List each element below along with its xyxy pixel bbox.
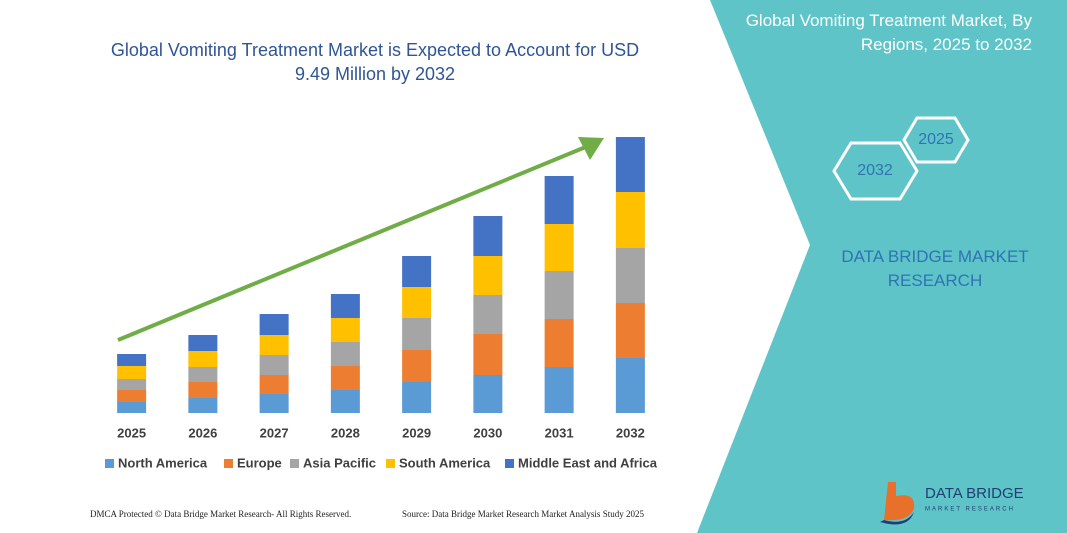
logo-tagline: MARKET RESEARCH: [925, 507, 1015, 513]
bar-segment: [402, 350, 432, 382]
bar-segment: [259, 355, 289, 375]
bar-segment: [330, 318, 360, 342]
legend-swatch: [290, 459, 299, 468]
bar-segment: [117, 366, 147, 379]
bar-segment: [330, 294, 360, 318]
legend-label: Europe: [237, 455, 282, 470]
bar-segment: [615, 192, 645, 248]
logo-name: DATA BRIDGE: [925, 485, 1024, 502]
trend-arrow: [117, 144, 589, 342]
bar-segment: [188, 335, 218, 351]
legend-swatch: [224, 459, 233, 468]
legend-label: North America: [118, 455, 208, 470]
legend-swatch: [505, 459, 514, 468]
bar-segment: [473, 216, 503, 256]
x-tick-label: 2031: [545, 425, 574, 440]
legend-label: South America: [399, 455, 491, 470]
legend-swatch: [386, 459, 395, 468]
bar-segment: [615, 358, 645, 413]
bar-segment: [402, 318, 432, 350]
x-tick-label: 2028: [331, 425, 360, 440]
bar-segment: [402, 256, 432, 287]
bar-segment: [473, 334, 503, 375]
panel-title: Global Vomiting Treatment Market, By Reg…: [745, 11, 1032, 54]
bar-segment: [402, 287, 432, 318]
logo-icon: [884, 482, 915, 521]
bar-segment: [473, 256, 503, 295]
x-tick-label: 2030: [473, 425, 502, 440]
bar-segment: [544, 271, 574, 319]
bar-segment: [330, 366, 360, 390]
legend-label: Middle East and Africa: [518, 455, 658, 470]
x-tick-label: 2026: [188, 425, 217, 440]
bar-segment: [117, 402, 147, 413]
hexagon: [902, 116, 970, 164]
bar-segment: [402, 382, 432, 413]
bar-segment: [259, 375, 289, 394]
arrow-head: [578, 137, 604, 160]
bar-segment: [188, 367, 218, 382]
bar-segment: [330, 342, 360, 366]
x-tick-label: 2027: [260, 425, 289, 440]
bar-segment: [544, 319, 574, 367]
logo-icon: [880, 512, 914, 525]
brand: DATA BRIDGE MARKET RESEARCH: [841, 247, 1029, 290]
bar-segment: [615, 303, 645, 358]
x-tick-label: 2029: [402, 425, 431, 440]
bar-segment: [544, 367, 574, 413]
bar-segment: [615, 248, 645, 303]
x-tick-label: 2025: [117, 425, 146, 440]
bar-segment: [259, 335, 289, 355]
bar-segment: [544, 224, 574, 271]
legend-swatch: [105, 459, 114, 468]
side-panel: [697, 0, 1067, 533]
bar-segment: [188, 398, 218, 413]
hex-label: 2032: [857, 162, 893, 179]
bar-segment: [117, 379, 147, 390]
bar-segment: [188, 382, 218, 398]
bar-segment: [473, 375, 503, 413]
hex-label: 2025: [918, 131, 954, 148]
bar-segment: [117, 390, 147, 402]
bar-segment: [544, 176, 574, 224]
legend-label: Asia Pacific: [303, 455, 376, 470]
bar-segment: [473, 295, 503, 334]
x-tick-label: 2032: [616, 425, 645, 440]
bar-segment: [330, 390, 360, 413]
bar-segment: [188, 351, 218, 367]
bar-segment: [259, 394, 289, 413]
chart-title: Global Vomiting Treatment Market is Expe…: [110, 40, 640, 84]
bar-segment: [615, 137, 645, 192]
hexagon: [832, 141, 919, 201]
bar-segment: [259, 314, 289, 335]
footer-right: Source: Data Bridge Market Research Mark…: [402, 509, 644, 519]
bar-segment: [117, 354, 147, 366]
footer-left: DMCA Protected © Data Bridge Market Rese…: [90, 509, 351, 519]
